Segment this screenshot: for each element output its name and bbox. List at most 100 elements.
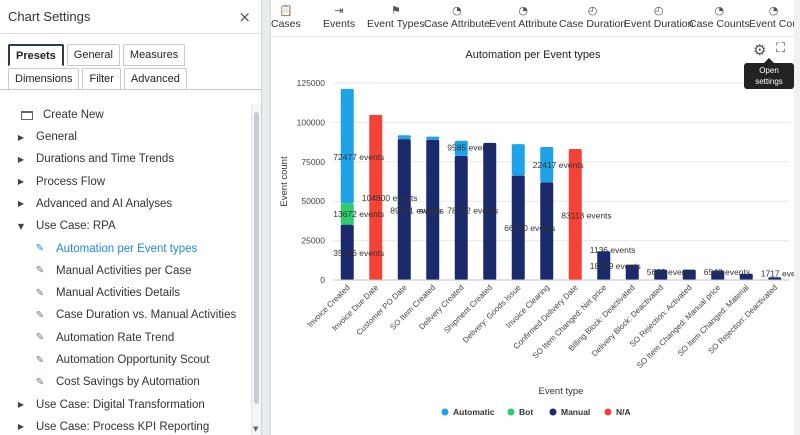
close-icon[interactable]: × [238,7,251,26]
bar-manual [483,142,497,280]
events-icon: ⇥ [334,4,344,17]
data-label: 72477 events [333,152,384,162]
pie-icon: ◔ [768,4,779,17]
tab-filter[interactable]: Filter [82,68,121,90]
bar-manual [682,269,696,280]
preset-cost-savings-by-automation[interactable]: ✎ Cost Savings by Automation [0,371,251,393]
bar-manual [654,269,668,280]
folder-general[interactable]: ▶ General [0,126,251,148]
y-tick-label: 50000 [301,196,325,206]
pin-icon: ✎ [35,287,45,299]
preset-case-duration-vs-manual-activities[interactable]: ✎ Case Duration vs. Manual Activities [0,304,251,326]
tree-item-label: Automation Opportunity Scout [56,354,210,366]
bar-automatic [454,140,468,156]
caret-right-icon: ▶ [17,177,25,187]
caret-right-icon: ▶ [17,422,25,432]
scroll-down-icon[interactable]: ▼ [253,425,259,433]
chart-title: Automation per Event types [465,49,601,61]
chart-area: 📋 Cases ⇥ Events ⚑ Event Types ◔ Case Attribute… [270,0,800,435]
toolbar-label: Event Cou [749,18,799,30]
clipboard-icon: 📋 [279,4,293,17]
toolbar-event-cou[interactable]: ◔ Event Cou [749,4,798,30]
toolbar-label: Case Duration [559,18,627,30]
data-label: 22417 events [533,160,584,170]
settings-tooltip: Open settings [744,58,794,89]
legend-label: Bot [519,407,533,417]
data-label: 9585 events [447,143,493,153]
tree-scrollbar[interactable]: ▼ [251,104,261,435]
folder-process-flow[interactable]: ▶ Process Flow [0,171,251,193]
tree-item-label: Automation Rate Trend [56,331,175,344]
bar-bot [340,203,354,225]
caret-right-icon: ▶ [17,400,25,410]
page-scrollbar[interactable] [794,0,800,435]
pie-icon: ◔ [452,4,462,17]
bar-manual [597,251,611,280]
tab-dimensions[interactable]: Dimensions [8,68,80,90]
toolbar-cases[interactable]: 📋 Cases [271,4,301,30]
legend-label: N/A [616,407,631,417]
tree-item-label: Cost Savings by Automation [56,376,200,389]
toolbar-event-attribute[interactable]: ◔ Event Attribute [489,4,557,30]
preset-automation-opportunity-scout[interactable]: ✎ Automation Opportunity Scout [0,349,251,371]
data-label: 83113 events [561,210,611,220]
folder-use-case-process-kpi-reporting[interactable]: ▶ Use Case: Process KPI Reporting [0,416,251,435]
tab-presets[interactable]: Presets [8,44,64,66]
preset-automation-rate-trend[interactable]: ✎ Automation Rate Trend [0,327,251,349]
data-label: 6548 events [704,267,750,277]
folder-use-case-rpa[interactable]: ▼ Use Case: RPA [0,215,251,237]
fullscreen-icon[interactable]: ⛶ [776,41,786,56]
toolbar-label: Event Duration [624,18,694,30]
caret-down-icon: ▼ [17,221,25,231]
pin-icon: ✎ [35,376,45,388]
pin-icon: ✎ [35,243,45,254]
tab-advanced[interactable]: Advanced [123,68,187,90]
folder-use-case-digital-transformation[interactable]: ▶ Use Case: Digital Transformation [0,394,251,416]
tab-general[interactable]: General [66,44,120,66]
panel-title: Chart Settings [8,9,91,24]
data-label: 66240 events [504,223,555,233]
gear-icon[interactable]: ⚙ [753,41,767,59]
toolbar-event-types[interactable]: ⚑ Event Types [367,4,425,30]
window-icon [21,110,33,120]
chart-toolbar: 📋 Cases ⇥ Events ⚑ Event Types ◔ Case Attribute… [271,0,800,37]
toolbar-events[interactable]: ⇥ Events [323,4,355,30]
data-label: events [419,206,444,216]
toolbar-event-duration[interactable]: ◴ Event Duration [624,4,693,30]
bar-automatic [511,144,525,176]
bar-manual [768,277,782,280]
folder-durations-and-time-trends[interactable]: ▶ Durations and Time Trends [0,148,251,170]
gauge-icon: ◴ [587,4,598,17]
bar-na [369,114,383,280]
bar-manual [397,139,411,280]
bar-manual [340,224,354,280]
toolbar-label: Case Counts [689,18,750,30]
data-label: 13672 events [333,209,384,219]
tree-item-label: Advanced and AI Analyses [36,197,173,210]
tree-item-label: Automation per Event types [56,242,198,255]
toolbar-case-counts[interactable]: ◔ Case Counts [689,4,750,30]
event-types-icon: ⚑ [390,4,401,17]
data-label: 18269 events [590,261,641,271]
bar-automatic [426,136,440,140]
scroll-thumb[interactable] [254,112,259,404]
caret-right-icon: ▶ [17,154,25,164]
pin-icon: ✎ [35,332,45,344]
pie-icon: ◔ [714,4,725,17]
legend-label: Manual [561,407,590,417]
bar-manual [540,182,554,280]
folder-advanced-and-ai-analyses[interactable]: ▶ Advanced and AI Analyses [0,193,251,215]
preset-automation-per-event-types[interactable]: ✎ Automation per Event types [0,238,251,260]
create-new-button[interactable]: Create New [0,104,251,126]
pin-icon: ✎ [35,309,45,321]
toolbar-case-duration[interactable]: ◴ Case Duration [559,4,626,30]
tooltip-line2: settings [755,77,783,86]
preset-manual-activities-details[interactable]: ✎ Manual Activities Details [0,282,251,304]
toolbar-case-attribute[interactable]: ◔ Case Attribute [424,4,490,30]
data-label: 1717 events [761,269,795,279]
tab-measures[interactable]: Measures [122,44,186,66]
bar-automatic [397,135,411,140]
tree-item-label: Manual Activities Details [56,287,180,300]
preset-manual-activities-per-case[interactable]: ✎ Manual Activities per Case [0,260,251,282]
bar-manual [739,273,753,280]
